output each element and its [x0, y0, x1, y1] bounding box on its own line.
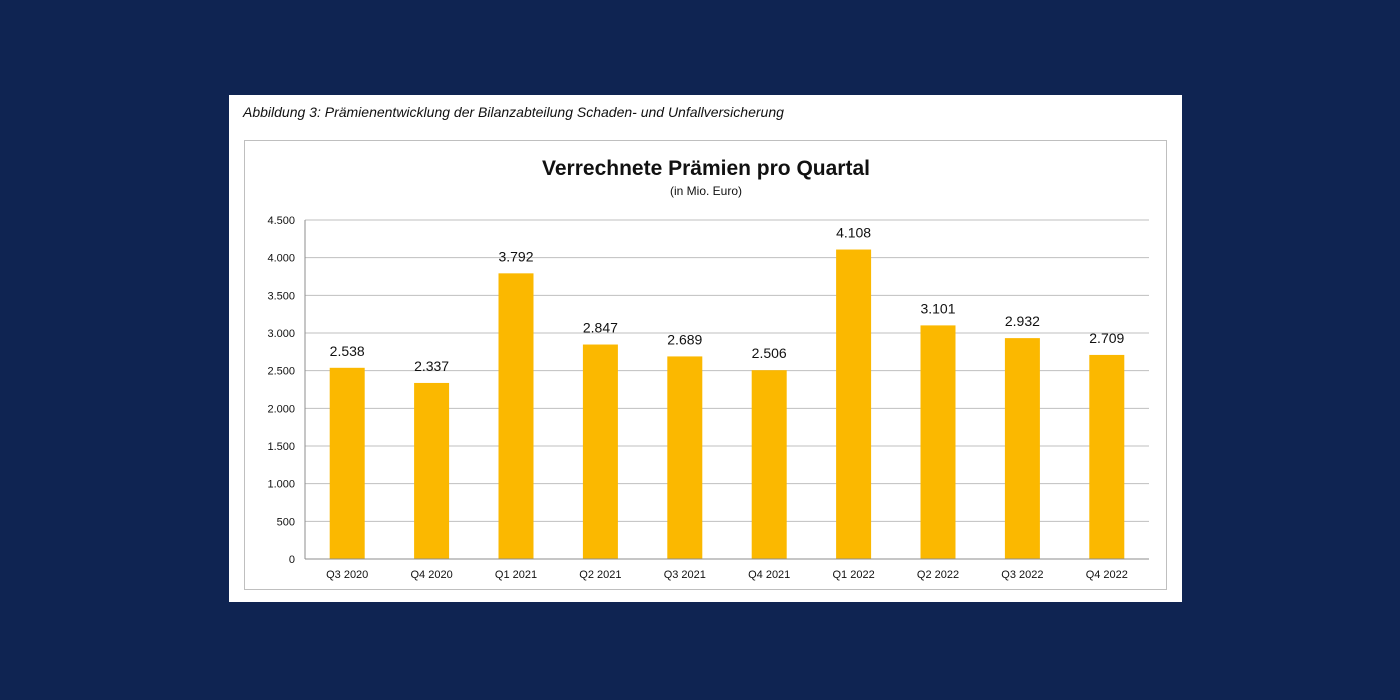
x-tick-label: Q1 2022 [832, 569, 874, 581]
bar-value-label: 2.337 [414, 358, 449, 374]
y-tick-label: 3.500 [267, 290, 295, 302]
y-tick-label: 1.000 [267, 479, 295, 491]
chart-title: Verrechnete Prämien pro Quartal [542, 157, 870, 180]
x-tick-label: Q3 2022 [1001, 569, 1043, 581]
bars: 2.538 2.337 3.792 2.847 2.689 2.506 4.108 3.101… [330, 225, 1125, 559]
bar-value-label: 2.932 [1005, 313, 1040, 329]
bar [836, 249, 872, 559]
bar [1089, 354, 1125, 559]
chart-frame: Verrechnete Prämien pro Quartal (in Mio.… [244, 140, 1167, 590]
bar-chart: Verrechnete Prämien pro Quartal (in Mio.… [267, 157, 1149, 581]
figure-caption: Abbildung 3: Prämienentwicklung der Bila… [243, 104, 784, 120]
x-tick-label: Q3 2020 [326, 569, 368, 581]
bar-value-label: 2.689 [667, 331, 702, 347]
bar [920, 325, 956, 559]
bar [329, 367, 365, 559]
bar-value-label: 4.108 [836, 225, 871, 241]
bar-value-label: 2.709 [1089, 330, 1124, 346]
bar [1004, 338, 1040, 559]
y-tick-label: 4.500 [267, 215, 295, 227]
y-tick-label: 4.000 [267, 253, 295, 265]
y-tick-label: 1.500 [267, 441, 295, 453]
y-tick-label: 3.000 [267, 328, 295, 340]
axes: 0 500 1.000 1.500 2.000 2.500 3.000 3.500 4.000 4… [267, 215, 1149, 581]
bar-value-label: 3.792 [498, 248, 533, 264]
x-tick-label: Q2 2022 [917, 569, 959, 581]
bar [582, 344, 618, 559]
x-tick-label: Q4 2021 [748, 569, 790, 581]
x-tick-label: Q2 2021 [579, 569, 621, 581]
bar [498, 273, 534, 559]
x-tick-label: Q1 2021 [495, 569, 537, 581]
x-tick-label: Q4 2022 [1086, 569, 1128, 581]
bar-value-label: 3.101 [920, 300, 955, 316]
bar [751, 370, 787, 559]
chart-subtitle: (in Mio. Euro) [670, 184, 742, 198]
x-tick-label: Q3 2021 [664, 569, 706, 581]
y-tick-label: 2.000 [267, 403, 295, 415]
bar [667, 356, 703, 559]
bar [414, 382, 450, 559]
bar-value-label: 2.538 [330, 343, 365, 359]
x-tick-label: Q4 2020 [410, 569, 452, 581]
figure-card: Abbildung 3: Prämienentwicklung der Bila… [229, 95, 1182, 602]
bar-value-label: 2.506 [752, 345, 787, 361]
y-tick-label: 2.500 [267, 366, 295, 378]
bar-value-label: 2.847 [583, 320, 618, 336]
y-tick-label: 500 [277, 516, 295, 528]
y-tick-label: 0 [289, 554, 295, 566]
